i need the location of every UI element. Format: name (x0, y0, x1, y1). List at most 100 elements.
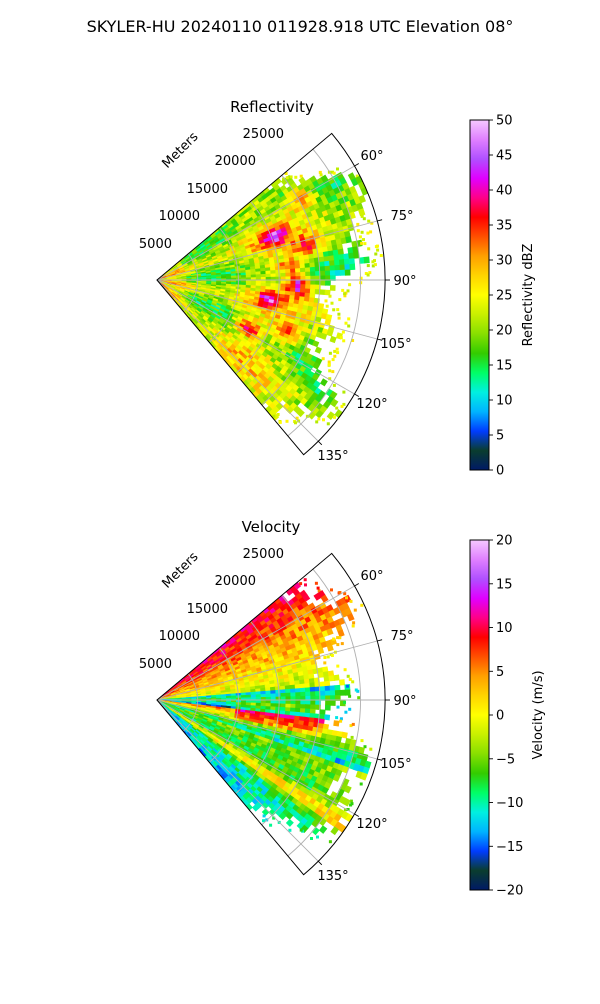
reflectivity-cell (320, 379, 327, 386)
velocity-speckle (344, 711, 347, 714)
reflectivity-rtick-25000: 25000 (243, 127, 284, 142)
reflectivity-speckle (331, 370, 334, 373)
reflectivity-cell (295, 288, 300, 292)
reflectivity-speckle (328, 369, 331, 372)
colorbar-tick-label: 0 (496, 464, 504, 479)
reflectivity-cell (301, 280, 306, 284)
reflectivity-cell (306, 281, 311, 285)
reflectivity-cell (276, 273, 281, 277)
azimuth-tick (377, 640, 382, 641)
reflectivity-speckle (294, 421, 297, 424)
velocity-cell (304, 679, 309, 684)
reflectivity-cell (296, 284, 301, 288)
velocity-speckle (300, 829, 303, 832)
reflectivity-speckle (348, 283, 351, 286)
reflectivity-title: Reflectivity (230, 98, 314, 116)
velocity-cell (339, 680, 344, 686)
velocity-cell (281, 704, 286, 708)
reflectivity-speckle (357, 229, 360, 232)
reflectivity-atick-90: 90° (393, 274, 416, 289)
velocity-speckle (348, 695, 351, 698)
reflectivity-cell (330, 266, 335, 271)
reflectivity-cell (325, 290, 330, 295)
reflectivity-cell (306, 272, 311, 276)
colorbar-tick-label: 15 (496, 359, 513, 374)
reflectivity-speckle (333, 350, 336, 353)
velocity-speckle (351, 736, 354, 739)
reflectivity-speckle (279, 421, 282, 424)
reflectivity-cell (339, 260, 344, 266)
colorbar-tick-label: −5 (496, 752, 515, 767)
velocity-cell (334, 675, 340, 681)
reflectivity-cell (329, 256, 335, 262)
velocity-speckle (349, 804, 352, 807)
reflectivity-speckle (338, 317, 341, 320)
reflectivity-speckle (374, 253, 377, 256)
velocity-cell (286, 819, 293, 826)
reflectivity-speckle (367, 274, 370, 277)
reflectivity-atick-105: 105° (380, 337, 411, 352)
reflectivity-cell (321, 333, 327, 339)
velocity-cell (330, 701, 335, 706)
reflectivity-cell (291, 280, 296, 284)
velocity-cell (286, 700, 291, 704)
velocity-rtick-20000: 20000 (215, 574, 256, 589)
reflectivity-cell (256, 280, 261, 283)
reflectivity-speckle (356, 223, 359, 226)
reflectivity-speckle (347, 317, 350, 320)
velocity-speckle (331, 654, 334, 657)
velocity-speckle (343, 701, 346, 704)
azimuth-tick (355, 584, 359, 587)
reflectivity-cell (266, 280, 271, 283)
velocity-cell (334, 721, 340, 727)
reflectivity-speckle (367, 247, 370, 250)
velocity-cell (276, 700, 281, 704)
reflectivity-speckle (341, 289, 344, 292)
reflectivity-speckle (286, 420, 289, 423)
colorbar-tick-label: 25 (496, 289, 513, 304)
reflectivity-cell (325, 271, 330, 276)
reflectivity-cell (276, 270, 281, 274)
velocity-cell (306, 701, 311, 705)
reflectivity-rtick-20000: 20000 (215, 154, 256, 169)
reflectivity-cell (325, 266, 330, 271)
reflectivity-speckle (333, 384, 336, 387)
reflectivity-speckle (333, 355, 336, 358)
velocity-cell (301, 692, 306, 696)
velocity-cell (305, 688, 310, 693)
reflectivity-speckle (336, 168, 339, 171)
reflectivity-cell (300, 268, 305, 272)
velocity-cell (327, 645, 333, 651)
velocity-cell (320, 710, 325, 715)
reflectivity-speckle (374, 263, 377, 266)
reflectivity-rtick-15000: 15000 (187, 182, 228, 197)
reflectivity-speckle (336, 308, 339, 311)
velocity-cell (246, 700, 251, 703)
velocity-radial-label: Meters (160, 549, 202, 591)
velocity-cell (285, 689, 290, 693)
reflectivity-cell (305, 268, 310, 273)
colorbar-tick-label: 15 (496, 577, 513, 592)
reflectivity-cell (291, 284, 296, 288)
velocity-speckle (355, 689, 358, 692)
reflectivity-speckle (345, 322, 348, 325)
reflectivity-cell (246, 280, 251, 283)
reflectivity-speckle (329, 352, 332, 355)
colorbar-tick-label: −20 (496, 884, 523, 899)
reflectivity-speckle (336, 351, 339, 354)
reflectivity-cell (340, 265, 345, 271)
reflectivity-speckle (371, 260, 374, 263)
reflectivity-cell (315, 347, 322, 354)
velocity-speckle (354, 609, 357, 612)
velocity-cell (296, 692, 301, 696)
reflectivity-cell (281, 280, 286, 284)
reflectivity-speckle (367, 220, 370, 223)
reflectivity-cell (353, 252, 359, 258)
velocity-cell (310, 692, 315, 697)
velocity-cell (310, 709, 315, 714)
velocity-atick-75: 75° (390, 629, 413, 644)
reflectivity-cell (310, 285, 315, 290)
reflectivity-cell (320, 290, 325, 295)
